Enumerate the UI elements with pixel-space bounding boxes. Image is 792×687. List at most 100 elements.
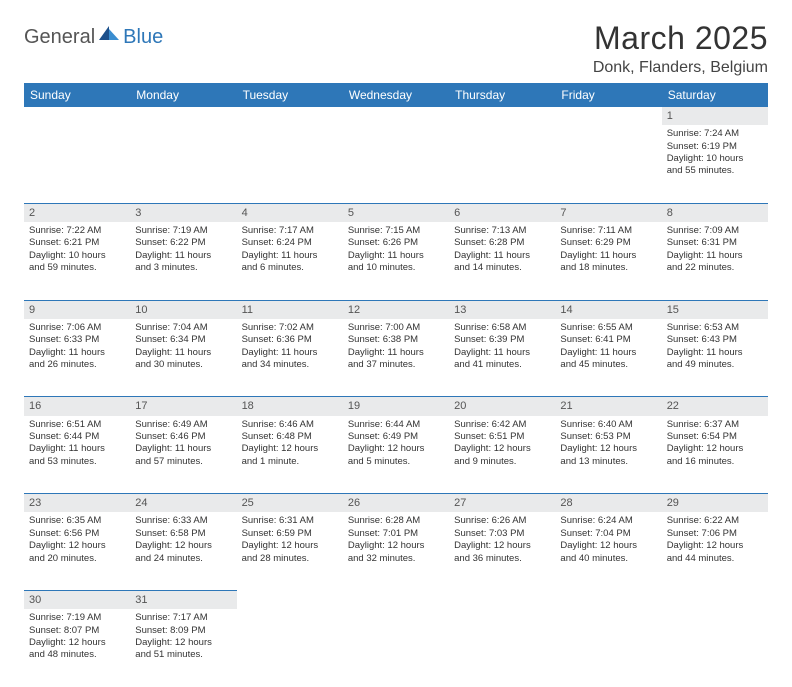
day-cell-line: Sunrise: 6:42 AM [454, 419, 550, 431]
day-cell-line: and 44 minutes. [667, 553, 763, 565]
day-cell-line: Sunset: 6:28 PM [454, 237, 550, 249]
day-cell-line: Sunset: 6:19 PM [667, 141, 763, 153]
day-number [237, 107, 343, 125]
day-cell-line: Sunrise: 7:19 AM [135, 225, 231, 237]
day-cell-line: Sunset: 6:46 PM [135, 431, 231, 443]
day-cell-line: Daylight: 12 hours [135, 540, 231, 552]
day-cell-line: Sunset: 6:38 PM [348, 334, 444, 346]
day-cell-line: Daylight: 12 hours [135, 637, 231, 649]
day-content-row: Sunrise: 7:22 AMSunset: 6:21 PMDaylight:… [24, 222, 768, 300]
day-cell-line: Sunset: 6:33 PM [29, 334, 125, 346]
day-number: 6 [449, 203, 555, 222]
day-cell-line: Sunset: 6:43 PM [667, 334, 763, 346]
day-cell: Sunrise: 7:00 AMSunset: 6:38 PMDaylight:… [343, 319, 449, 397]
day-cell-line: Sunrise: 6:31 AM [242, 515, 338, 527]
day-number [449, 107, 555, 125]
day-cell [343, 609, 449, 687]
day-cell: Sunrise: 7:02 AMSunset: 6:36 PMDaylight:… [237, 319, 343, 397]
day-cell-line: Sunset: 6:29 PM [560, 237, 656, 249]
day-cell: Sunrise: 7:19 AMSunset: 8:07 PMDaylight:… [24, 609, 130, 687]
day-number: 11 [237, 300, 343, 319]
day-cell-line: Sunrise: 6:22 AM [667, 515, 763, 527]
day-cell-line: Daylight: 11 hours [135, 250, 231, 262]
day-cell-line: and 18 minutes. [560, 262, 656, 274]
day-cell-line: Sunrise: 6:33 AM [135, 515, 231, 527]
day-number: 24 [130, 494, 236, 513]
day-cell-line: Sunrise: 6:40 AM [560, 419, 656, 431]
day-cell-line: Daylight: 11 hours [29, 443, 125, 455]
day-cell-line: and 9 minutes. [454, 456, 550, 468]
day-cell: Sunrise: 7:06 AMSunset: 6:33 PMDaylight:… [24, 319, 130, 397]
day-cell [343, 125, 449, 203]
day-cell-line: Daylight: 11 hours [667, 347, 763, 359]
day-cell-line: Daylight: 11 hours [348, 347, 444, 359]
day-cell: Sunrise: 7:13 AMSunset: 6:28 PMDaylight:… [449, 222, 555, 300]
day-cell-line: Daylight: 11 hours [454, 250, 550, 262]
day-cell-line: Daylight: 12 hours [29, 540, 125, 552]
day-header: Wednesday [343, 83, 449, 107]
day-cell: Sunrise: 7:17 AMSunset: 6:24 PMDaylight:… [237, 222, 343, 300]
day-cell-line: Sunrise: 6:24 AM [560, 515, 656, 527]
day-number: 28 [555, 494, 661, 513]
day-cell-line: Sunrise: 6:46 AM [242, 419, 338, 431]
day-cell-line: Sunset: 6:59 PM [242, 528, 338, 540]
day-cell-line: and 55 minutes. [667, 165, 763, 177]
day-cell-line: Sunrise: 7:17 AM [242, 225, 338, 237]
day-number: 19 [343, 397, 449, 416]
day-cell-line: Daylight: 12 hours [667, 540, 763, 552]
title-block: March 2025 Donk, Flanders, Belgium [593, 20, 768, 77]
day-cell-line: Daylight: 12 hours [348, 443, 444, 455]
day-number: 20 [449, 397, 555, 416]
day-cell: Sunrise: 6:58 AMSunset: 6:39 PMDaylight:… [449, 319, 555, 397]
day-number: 1 [662, 107, 768, 125]
day-cell-line: and 10 minutes. [348, 262, 444, 274]
day-number: 31 [130, 590, 236, 609]
day-number-row: 9101112131415 [24, 300, 768, 319]
day-number: 9 [24, 300, 130, 319]
day-cell-line: and 37 minutes. [348, 359, 444, 371]
day-cell-line: Daylight: 12 hours [242, 443, 338, 455]
day-cell-line: and 34 minutes. [242, 359, 338, 371]
day-cell-line: Sunrise: 6:44 AM [348, 419, 444, 431]
day-cell [130, 125, 236, 203]
day-cell: Sunrise: 6:26 AMSunset: 7:03 PMDaylight:… [449, 512, 555, 590]
day-cell-line: Daylight: 11 hours [135, 443, 231, 455]
day-cell-line: and 30 minutes. [135, 359, 231, 371]
day-cell-line: and 22 minutes. [667, 262, 763, 274]
day-cell: Sunrise: 7:19 AMSunset: 6:22 PMDaylight:… [130, 222, 236, 300]
day-cell-line: Daylight: 12 hours [560, 443, 656, 455]
day-number: 18 [237, 397, 343, 416]
day-cell-line: Sunset: 7:01 PM [348, 528, 444, 540]
day-cell-line: and 41 minutes. [454, 359, 550, 371]
day-number: 4 [237, 203, 343, 222]
day-cell-line: Sunset: 6:51 PM [454, 431, 550, 443]
day-number [343, 107, 449, 125]
day-cell: Sunrise: 6:33 AMSunset: 6:58 PMDaylight:… [130, 512, 236, 590]
day-number [449, 590, 555, 609]
day-number: 23 [24, 494, 130, 513]
day-cell-line: Sunset: 6:53 PM [560, 431, 656, 443]
day-number: 8 [662, 203, 768, 222]
day-number-row: 16171819202122 [24, 397, 768, 416]
day-cell-line: Sunset: 6:41 PM [560, 334, 656, 346]
day-cell-line: Sunrise: 7:02 AM [242, 322, 338, 334]
day-header: Thursday [449, 83, 555, 107]
day-cell-line: Sunrise: 6:26 AM [454, 515, 550, 527]
day-cell-line: and 59 minutes. [29, 262, 125, 274]
day-cell-line: Sunset: 6:48 PM [242, 431, 338, 443]
day-cell: Sunrise: 6:55 AMSunset: 6:41 PMDaylight:… [555, 319, 661, 397]
day-number [343, 590, 449, 609]
day-content-row: Sunrise: 7:24 AMSunset: 6:19 PMDaylight:… [24, 125, 768, 203]
day-cell-line: Daylight: 11 hours [135, 347, 231, 359]
day-cell-line: and 40 minutes. [560, 553, 656, 565]
header: General Blue March 2025 Donk, Flanders, … [24, 20, 768, 77]
day-cell-line: and 49 minutes. [667, 359, 763, 371]
day-cell-line: Daylight: 10 hours [667, 153, 763, 165]
day-cell-line: Daylight: 12 hours [454, 443, 550, 455]
day-header: Tuesday [237, 83, 343, 107]
day-cell-line: Sunset: 6:54 PM [667, 431, 763, 443]
day-cell-line: Sunset: 7:03 PM [454, 528, 550, 540]
day-cell-line: Sunrise: 7:17 AM [135, 612, 231, 624]
day-header: Monday [130, 83, 236, 107]
day-cell-line: and 5 minutes. [348, 456, 444, 468]
